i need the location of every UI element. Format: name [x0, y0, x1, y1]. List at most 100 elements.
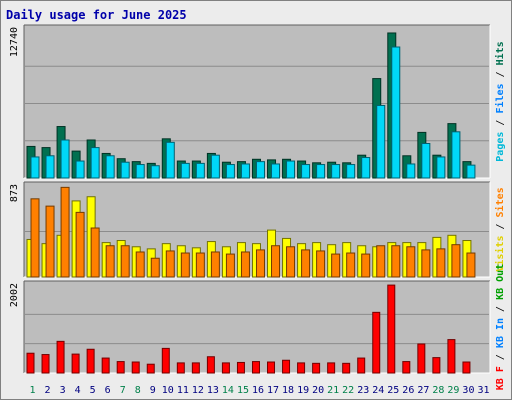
- legend-entry: Visits: [494, 236, 506, 272]
- bar-files-day-2: [45, 155, 55, 179]
- bar-sites-day-1: [30, 198, 40, 278]
- x-tick-day-4: 4: [75, 385, 81, 396]
- bar-sites-day-8: [135, 251, 145, 278]
- legend-entry: Pages: [495, 132, 506, 162]
- bar-sites-day-27: [421, 249, 431, 278]
- x-tick-day-2: 2: [45, 385, 51, 396]
- x-tick-day-11: 11: [177, 385, 189, 396]
- bar-kbf-day-21: [327, 362, 336, 374]
- x-tick-day-20: 20: [312, 385, 324, 396]
- legend-entry: KB Out: [495, 264, 506, 300]
- bar-files-day-7: [120, 161, 130, 179]
- x-tick-day-19: 19: [297, 385, 309, 396]
- x-tick-day-25: 25: [387, 385, 399, 396]
- x-tick-day-23: 23: [357, 385, 369, 396]
- bar-files-day-9: [150, 165, 160, 179]
- visits_panel: 873 Visits / Sites: [9, 181, 506, 278]
- bar-sites-day-23: [361, 253, 371, 278]
- bar-kbf-day-5: [86, 348, 95, 374]
- bar-files-day-28: [436, 156, 446, 179]
- bar-sites-day-16: [255, 249, 265, 278]
- bar-files-day-22: [346, 164, 356, 179]
- bar-files-day-18: [286, 160, 296, 179]
- y-max-label: 12740: [9, 27, 20, 57]
- legend-entry: /: [495, 217, 506, 235]
- bar-files-day-21: [331, 164, 341, 179]
- bar-kbf-day-16: [251, 361, 260, 374]
- bar-kbf-day-29: [447, 339, 456, 374]
- bar-kbf-day-20: [312, 362, 321, 374]
- bar-sites-day-9: [150, 257, 160, 278]
- bar-sites-day-2: [45, 205, 55, 278]
- bar-kbf-day-11: [176, 362, 185, 374]
- x-tick-day-15: 15: [237, 385, 249, 396]
- bar-files-day-23: [361, 157, 371, 179]
- x-tick-day-21: 21: [327, 385, 339, 396]
- bar-files-day-5: [90, 147, 100, 179]
- bar-kbf-day-3: [56, 340, 65, 374]
- x-tick-day-6: 6: [105, 385, 111, 396]
- bar-sites-day-12: [195, 252, 205, 278]
- x-tick-day-9: 9: [150, 385, 156, 396]
- legend-entry: /: [495, 114, 506, 132]
- legend-entry: /: [495, 348, 506, 366]
- bar-kbf-day-10: [161, 347, 170, 374]
- bar-files-day-29: [451, 131, 461, 179]
- bar-files-day-20: [316, 164, 326, 179]
- bar-kbf-day-2: [41, 354, 50, 374]
- x-tick-day-27: 27: [417, 385, 429, 396]
- bar-kbf-day-22: [342, 362, 351, 374]
- bar-files-day-3: [60, 139, 70, 179]
- bar-sites-day-24: [376, 245, 386, 278]
- bar-kbf-day-14: [221, 362, 230, 374]
- bar-kbf-day-12: [191, 362, 200, 374]
- bar-sites-day-10: [165, 250, 175, 278]
- legend-entry: KB In: [495, 318, 506, 348]
- panel-background: [24, 25, 490, 178]
- bar-files-day-6: [105, 155, 115, 179]
- x-tick-day-30: 30: [462, 385, 474, 396]
- bar-kbf-day-4: [71, 353, 80, 374]
- bar-files-day-10: [165, 141, 175, 179]
- bar-sites-day-15: [240, 251, 250, 278]
- bar-kbf-day-13: [206, 356, 215, 374]
- bar-sites-day-29: [451, 244, 461, 278]
- legend-entry: Files: [494, 83, 506, 113]
- bar-sites-day-17: [271, 245, 281, 278]
- bar-files-day-4: [75, 160, 85, 179]
- bar-files-day-11: [180, 162, 190, 179]
- x-tick-day-8: 8: [135, 385, 141, 396]
- bar-sites-day-11: [180, 252, 190, 278]
- bar-sites-day-6: [105, 245, 115, 278]
- x-tick-day-18: 18: [282, 385, 294, 396]
- bar-sites-day-20: [316, 250, 326, 278]
- x-tick-day-5: 5: [90, 385, 96, 396]
- x-tick-day-1: 1: [30, 385, 36, 396]
- x-tick-day-29: 29: [447, 385, 459, 396]
- bar-kbf-day-25: [387, 284, 396, 374]
- bar-sites-day-28: [436, 248, 446, 278]
- bar-kbf-day-9: [146, 363, 155, 374]
- bar-files-day-13: [210, 154, 220, 179]
- bar-files-day-14: [225, 164, 235, 179]
- bar-files-day-27: [421, 142, 431, 179]
- bar-sites-day-22: [346, 252, 356, 278]
- panels-group: 12740 Pages / Files / Hits 873 Visits / Sit…: [9, 24, 506, 390]
- x-tick-day-12: 12: [192, 385, 204, 396]
- bar-sites-day-21: [331, 253, 341, 278]
- bar-sites-day-5: [90, 227, 100, 278]
- x-axis-ticks: 1 2 3 4 5 6 7 8 9 10 11 12 13 14 15 16 17 18 19 20 21 22 23 24 2…: [30, 385, 490, 396]
- x-tick-day-14: 14: [222, 385, 234, 396]
- bar-files-day-16: [255, 161, 265, 179]
- bar-sites-day-13: [210, 251, 220, 278]
- bar-files-day-12: [195, 162, 205, 179]
- bar-sites-day-4: [75, 211, 85, 278]
- bar-sites-day-14: [225, 253, 235, 278]
- hits_panel: 12740 Pages / Files / Hits: [9, 24, 506, 179]
- y-max-label: 2002: [9, 283, 20, 307]
- bar-kbf-day-17: [267, 361, 276, 374]
- bar-kbf-day-1: [26, 352, 35, 374]
- x-tick-day-17: 17: [267, 385, 279, 396]
- bar-sites-day-3: [60, 186, 70, 278]
- x-tick-day-13: 13: [207, 385, 219, 396]
